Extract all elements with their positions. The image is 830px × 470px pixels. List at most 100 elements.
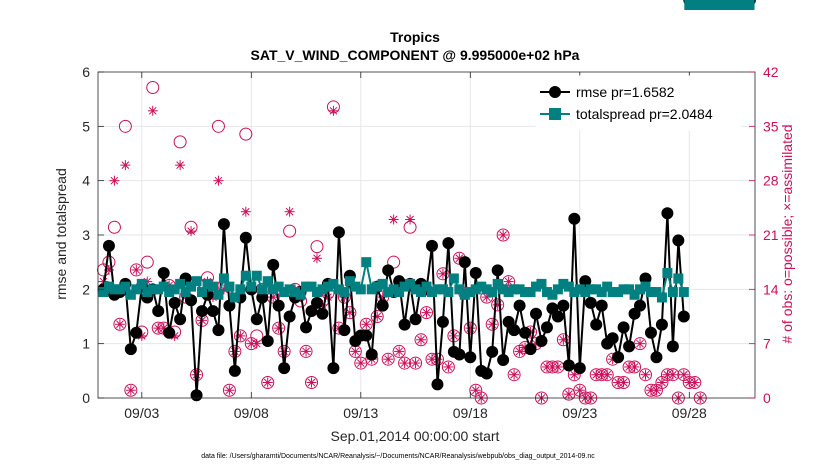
totalspread-point [503, 287, 514, 298]
rmse-point [152, 305, 165, 318]
obs-assimilated-marker [284, 206, 295, 217]
totalspread-point [465, 287, 476, 298]
totalspread-point [175, 278, 186, 289]
obs-assimilated-marker [667, 369, 678, 380]
totalspread-point [618, 284, 629, 295]
rmse-point [513, 299, 526, 312]
totalspread-point [366, 284, 377, 295]
rmse-point [491, 264, 504, 277]
rmse-point [666, 340, 679, 353]
obs-possible-marker [381, 352, 395, 366]
totalspread-point [180, 287, 191, 298]
totalspread-point [279, 287, 290, 298]
totalspread-point [328, 278, 339, 289]
legend: rmse pr=1.6582 totalspread pr=2.0484 [535, 75, 742, 131]
totalspread-point [399, 281, 410, 292]
totalspread-point [667, 287, 678, 298]
totalspread-point [355, 284, 366, 295]
totalspread-point [520, 287, 531, 298]
rmse-point [634, 299, 647, 312]
obs-assimilated-marker [416, 334, 427, 345]
totalspread-point [656, 292, 667, 303]
totalspread-point [695, 0, 706, 10]
rmse-point [212, 324, 225, 337]
obs-possible-marker [299, 344, 313, 358]
rmse-point [174, 313, 187, 326]
y-right-tick-label: 7 [763, 336, 771, 352]
totalspread-point [662, 268, 673, 279]
obs-assimilated-marker [350, 346, 361, 357]
rmse-point [190, 389, 203, 402]
rmse-point [497, 353, 510, 366]
totalspread-point [98, 287, 109, 298]
rmse-point [431, 378, 444, 391]
obs-possible-marker [113, 317, 127, 331]
obs-possible-marker [211, 119, 225, 133]
y-tick-label: 3 [82, 227, 90, 243]
obs-assimilated-marker [355, 358, 366, 369]
totalspread-point [344, 276, 355, 287]
totalspread-point [372, 281, 383, 292]
totalspread-point [722, 0, 733, 10]
obs-assimilated-marker [651, 385, 662, 396]
obs-possible-marker [129, 263, 143, 277]
axis-ticks: 09/03 09/08 09/13 09/18 09/23 09/28 0 1 2 3 4 5 6 0 7 1… [82, 64, 779, 421]
y-right-tick-label: 42 [763, 64, 779, 80]
rmse-point [617, 321, 630, 334]
obs-possible-marker [463, 321, 477, 335]
rmse-point [530, 307, 542, 320]
totalspread-point [541, 287, 552, 298]
totalspread-point [739, 0, 750, 10]
obs-assimilated-marker [383, 354, 394, 365]
legend-rmse-marker [549, 86, 561, 98]
obs-assimilated-marker [514, 346, 525, 357]
obs-assimilated-marker [251, 338, 262, 349]
totalspread-point [684, 0, 695, 10]
totalspread-point [333, 284, 344, 295]
obs-possible-marker [310, 240, 324, 254]
obs-assimilated-marker [114, 319, 125, 330]
totalspread-point [251, 270, 262, 281]
obs-assimilated-marker [394, 346, 405, 357]
rmse-point [196, 305, 209, 318]
totalspread-point [421, 281, 432, 292]
rmse-point [540, 321, 553, 334]
obs-possible-marker [370, 310, 384, 323]
obs-assimilated-marker [618, 377, 629, 388]
rmse-point [486, 345, 499, 358]
rmse-point [458, 256, 471, 269]
obs-possible-marker [283, 224, 297, 238]
obs-assimilated-marker [120, 160, 131, 171]
totalspread-point [426, 287, 437, 298]
obs-possible-marker [414, 333, 428, 347]
x-tick-label: 09/23 [562, 405, 597, 421]
totalspread-point [624, 284, 635, 295]
obs-possible-marker [233, 329, 247, 343]
rmse-point [672, 234, 685, 247]
obs-assimilated-marker [410, 358, 421, 369]
obs-assimilated-marker [131, 264, 142, 275]
rmse-point [568, 212, 581, 225]
obs-assimilated-marker [656, 377, 667, 388]
totalspread-point [640, 281, 651, 292]
obs-assimilated-marker [125, 385, 136, 396]
totalspread-point [240, 270, 251, 281]
obs-possible-marker [392, 344, 406, 358]
rmse-point [535, 334, 548, 347]
obs-assimilated-marker [421, 307, 432, 318]
x-tick-label: 09/13 [343, 405, 378, 421]
totalspread-point [531, 281, 541, 292]
rmse-point [239, 231, 252, 244]
obs-assimilated-marker [175, 160, 186, 171]
totalspread-point [536, 278, 547, 289]
obs-assimilated-marker [509, 369, 520, 380]
totalspread-point [186, 281, 197, 292]
totalspread-point [312, 287, 322, 298]
obs-assimilated-marker [689, 377, 700, 388]
obs-possible-marker [441, 360, 455, 374]
obs-possible-marker [420, 306, 433, 320]
obs-assimilated-marker [213, 175, 224, 186]
totalspread-point [405, 278, 416, 289]
y-right-tick-label: 28 [763, 173, 779, 189]
totalspread-point [514, 284, 525, 295]
